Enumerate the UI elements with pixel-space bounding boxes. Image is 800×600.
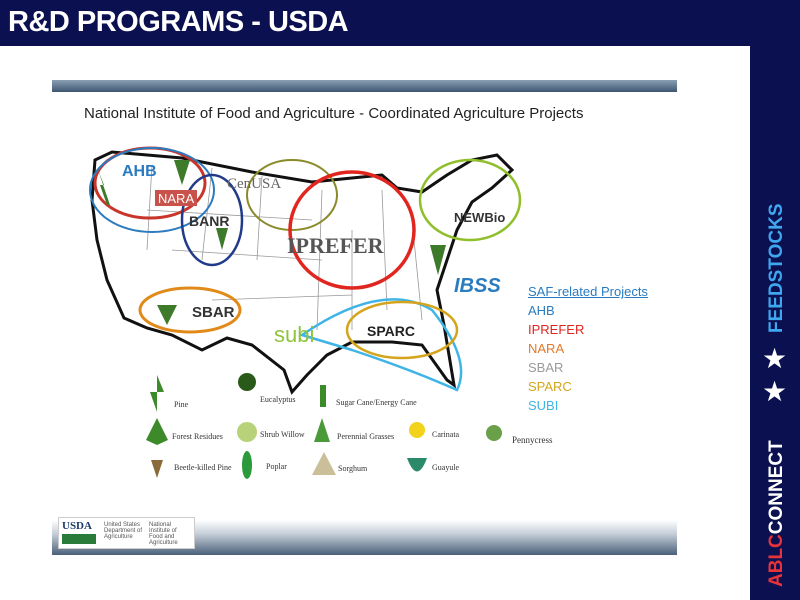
- label-subi: subi: [274, 322, 314, 347]
- sbar-region: [138, 286, 242, 334]
- legend-carinata: Carinata: [432, 430, 460, 439]
- page-title: R&D PROGRAMS - USDA: [8, 6, 349, 38]
- star-icon: ★: [762, 376, 788, 407]
- label-banr: BANR: [189, 213, 229, 229]
- us-outline: [90, 150, 515, 395]
- slide-subtitle: National Institute of Food and Agricultu…: [84, 105, 584, 122]
- top-stripe: [52, 80, 677, 92]
- legend-forest-residues: Forest Residues: [172, 432, 223, 441]
- cenusa-region: [246, 159, 338, 231]
- sparc-region: [345, 300, 459, 360]
- project-sbar: SBAR: [528, 360, 564, 375]
- star-icon: ★: [762, 343, 788, 374]
- legend-sugar-cane: Sugar Cane/Energy Cane: [336, 398, 417, 407]
- us-map: AHB NARA CenUSA BANR IPREFER NEWBio IBSS…: [89, 146, 522, 395]
- sidebar: [750, 46, 800, 600]
- label-newbio: NEWBio: [454, 210, 505, 225]
- legend-poplar: Poplar: [266, 462, 287, 471]
- label-sparc: SPARC: [367, 323, 415, 339]
- legend-guayule: Guayule: [432, 463, 460, 472]
- label-nara: NARA: [158, 191, 194, 206]
- projects-heading: SAF-related Projects: [528, 284, 648, 299]
- slide-image: National Institute of Food and Agricultu…: [52, 80, 677, 555]
- brand-logo: ABLCCONNECT: [766, 440, 787, 587]
- label-iprefer: IPREFER: [287, 233, 385, 258]
- label-ibss: IBSS: [454, 275, 501, 297]
- label-ahb: AHB: [122, 163, 157, 180]
- project-iprefer: IPREFER: [528, 322, 585, 337]
- newbio-region: [418, 158, 522, 242]
- legend-beetle-killed-pine: Beetle-killed Pine: [174, 463, 232, 472]
- subi-region: [299, 298, 463, 392]
- legend-sorghum: Sorghum: [338, 464, 368, 473]
- legend-pennycress: Pennycress: [512, 435, 553, 445]
- project-subi: SUBI: [528, 398, 559, 413]
- header-bar: R&D PROGRAMS - USDA: [0, 0, 800, 46]
- legend-pine: Pine: [174, 400, 189, 409]
- section-label: FEEDSTOCKS: [766, 203, 787, 333]
- label-cenusa: CenUSA: [227, 176, 281, 192]
- project-sparc: SPARC: [528, 379, 572, 394]
- usda-logo: USDA United States Department of Agricul…: [58, 517, 195, 549]
- banr-region: [180, 173, 244, 267]
- legend-eucalyptus: Eucalyptus: [260, 395, 296, 404]
- legend-perennial-grasses: Perennial Grasses: [337, 432, 395, 441]
- project-nara: NARA: [528, 341, 565, 356]
- iprefer-region: [288, 170, 416, 290]
- label-sbar: SBAR: [192, 304, 235, 321]
- project-ahb: AHB: [528, 303, 555, 318]
- projects-list: SAF-related Projects AHB IPREFER NARA SB…: [528, 282, 648, 415]
- legend-shrub-willow: Shrub Willow: [260, 430, 305, 439]
